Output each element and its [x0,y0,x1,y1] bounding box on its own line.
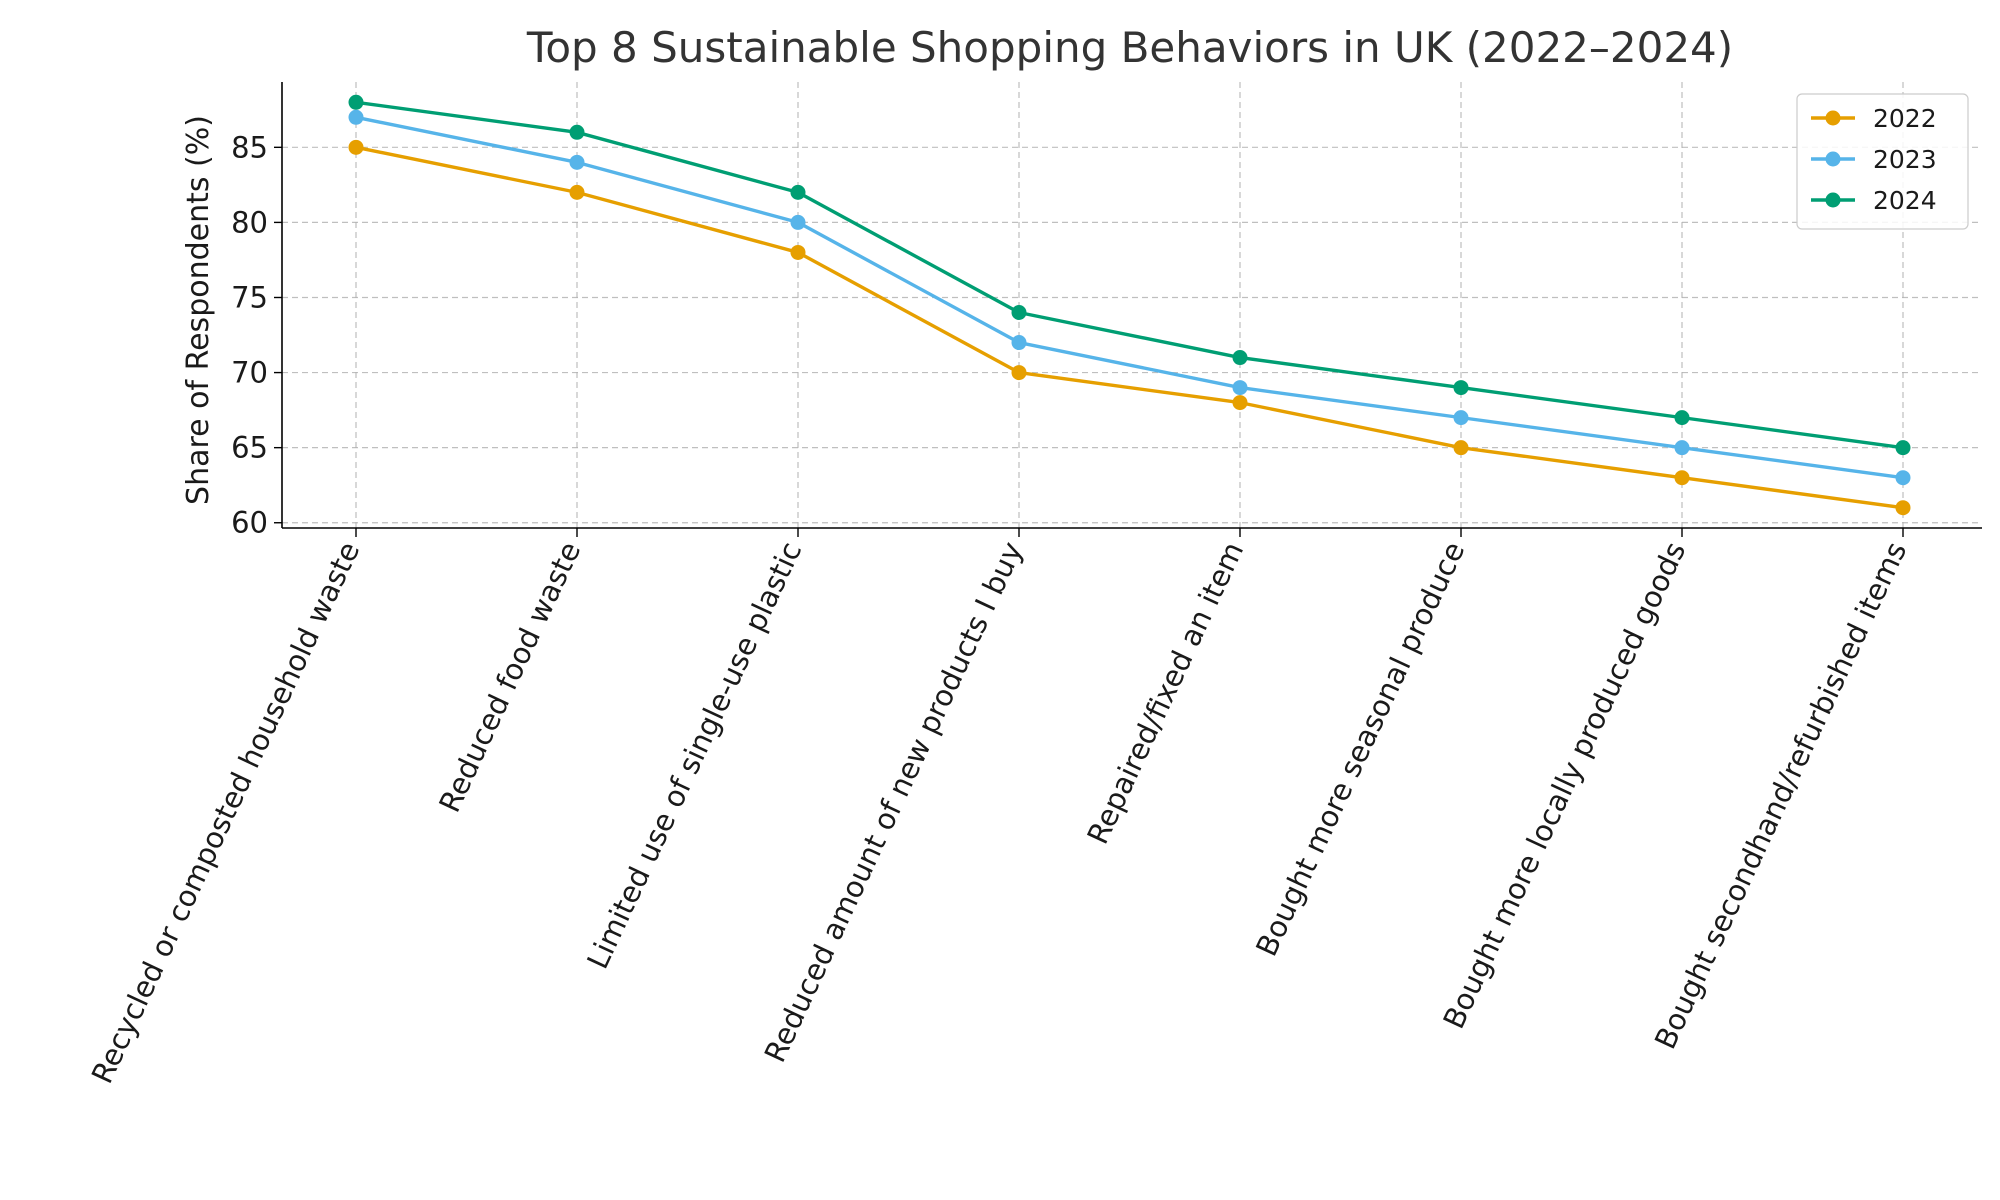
data-point [1453,380,1469,396]
data-point [790,214,806,230]
x-tick-label: Bought more seasonal produce [1249,537,1471,962]
x-tick-label: Recycled or composted household waste [85,537,367,1089]
grid [282,82,1982,528]
data-point [1674,470,1690,486]
y-tick-label: 80 [231,205,268,239]
series-2022 [348,139,1911,516]
legend-swatch-marker [1825,110,1841,126]
series-2023 [348,109,1911,486]
plot-area [348,94,1911,516]
data-point [569,184,585,200]
x-tick-label: Bought secondhand/refurbished items [1648,537,1913,1055]
legend-box [1796,93,1969,230]
data-point [1895,440,1911,456]
legend: 2022 2023 2024 [1796,93,1969,230]
data-point [569,154,585,170]
x-tick-label: Limited use of single-use plastic [580,537,808,974]
data-point [1011,305,1027,321]
series-line-2024 [355,100,1904,450]
data-point [1674,440,1690,456]
series-line-2022 [355,145,1904,510]
legend-item-2023: 2023 [1811,145,1937,174]
legend-item-2024: 2024 [1811,186,1937,215]
x-tick-label: Reduced amount of new products I buy [758,537,1030,1068]
legend-swatch-marker [1825,192,1841,208]
y-tick-label: 65 [231,431,268,465]
data-point [569,124,585,140]
x-tick-label: Repaired/fixed an item [1080,537,1250,850]
legend-item-2022: 2022 [1811,104,1937,133]
data-point [1895,500,1911,516]
data-point [790,244,806,260]
series-line-2023 [355,115,1904,480]
data-point [1232,350,1248,366]
legend-label: 2023 [1873,145,1937,174]
data-point [1453,410,1469,426]
data-point [1453,440,1469,456]
x-tick-label: Bought more locally produced goods [1436,537,1692,1034]
legend-label: 2024 [1873,186,1937,215]
data-point [1674,410,1690,426]
axes: 60 65 70 75 80 85 Recycled or composted househ… [85,82,1982,1089]
data-point [1232,380,1248,396]
data-point [348,139,364,155]
chart-title: Top 8 Sustainable Shopping Behaviors in … [526,23,1733,72]
data-point [790,184,806,200]
legend-swatch-marker [1825,151,1841,167]
data-point [1232,395,1248,411]
data-point [1011,335,1027,351]
y-tick-label: 60 [231,506,268,540]
data-point [1895,470,1911,486]
y-axis-title: Share of Respondents (%) [181,115,216,505]
legend-label: 2022 [1873,104,1937,133]
data-point [348,109,364,125]
y-tick-label: 70 [231,356,268,390]
data-point [348,94,364,110]
y-tick-label: 85 [231,130,268,164]
data-point [1011,365,1027,381]
y-tick-label: 75 [231,280,268,314]
series-2024 [348,94,1911,456]
x-tick-label: Reduced food waste [432,537,587,818]
